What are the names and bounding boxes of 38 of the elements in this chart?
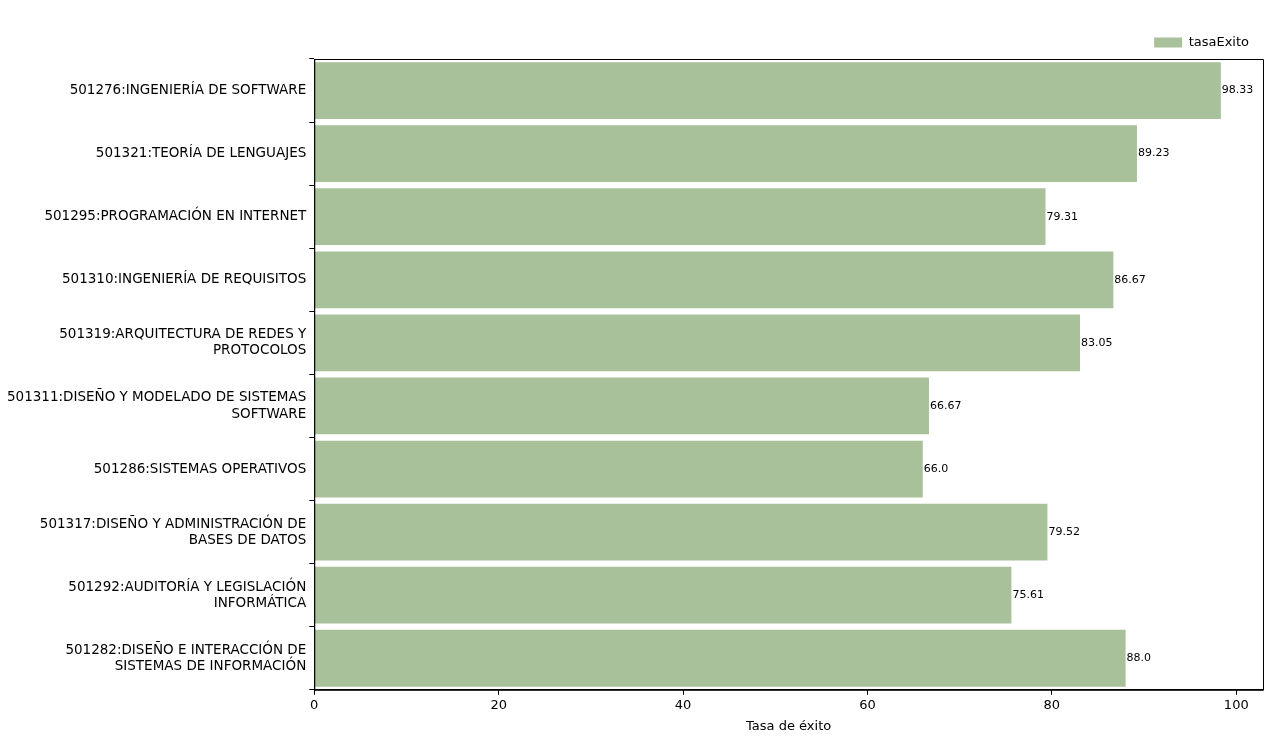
data-label: 86.67 (1114, 272, 1146, 286)
data-label: 66.67 (929, 398, 962, 412)
x-tick-label: 0 (310, 696, 319, 712)
data-label: 83.05 (1080, 335, 1113, 349)
data-label: 79.52 (1048, 524, 1080, 538)
legend-label: tasaExito (1188, 33, 1250, 49)
bar (314, 125, 1137, 183)
y-tick-label: 501317:DISEÑO Y ADMINISTRACIÓN DE BASES DE DATOS (39, 513, 307, 547)
x-tick-label: 40 (674, 696, 692, 712)
x-axis-title: Tasa de éxito (745, 717, 832, 733)
data-label: 98.33 (1221, 83, 1254, 97)
bar (314, 62, 1221, 119)
data-label: 89.23 (1137, 146, 1170, 160)
data-label: 88.0 (1126, 651, 1152, 665)
data-label: 75.61 (1012, 588, 1044, 602)
x-tick-label: 60 (859, 696, 876, 712)
bar (314, 251, 1114, 309)
x-tick-label: 80 (1043, 696, 1061, 712)
bar (314, 629, 1126, 687)
y-tick-label: 501276:INGENIERÍA DE SOFTWARE (69, 81, 307, 98)
x-tick-label: 20 (490, 696, 507, 712)
data-label: 66.0 (923, 461, 949, 475)
y-tick-label: 501321:TEORÍA DE LENGUAJES (95, 144, 307, 161)
y-tick-label: 501311:DISEÑO Y MODELADO DE SISTEMAS SOFTWARE (6, 388, 307, 421)
y-tick-label: 501319:ARQUITECTURA DE REDES Y PROTOCOLOS (59, 325, 307, 358)
y-tick-label: 501282:DISEÑO E INTERACCIÓN DE SISTEMAS DE INFORMACIÓN (65, 639, 307, 673)
y-tick-label: 501295:PROGRAMACIÓN EN INTERNET (44, 206, 308, 224)
y-tick-label: 501292:AUDITORÍA Y LEGISLACIÓN INFORMÁTICA (68, 576, 308, 610)
bar (314, 188, 1046, 246)
x-tick-label: 100 (1223, 696, 1249, 712)
bar (314, 503, 1048, 561)
y-tick-label: 501310:INGENIERÍA DE REQUISITOS (61, 270, 307, 287)
y-tick-label: 501286:SISTEMAS OPERATIVOS (93, 459, 307, 476)
bar (314, 440, 923, 498)
bar (314, 566, 1012, 624)
bar (314, 314, 1080, 372)
data-label: 79.31 (1046, 209, 1078, 223)
bar (314, 377, 929, 435)
